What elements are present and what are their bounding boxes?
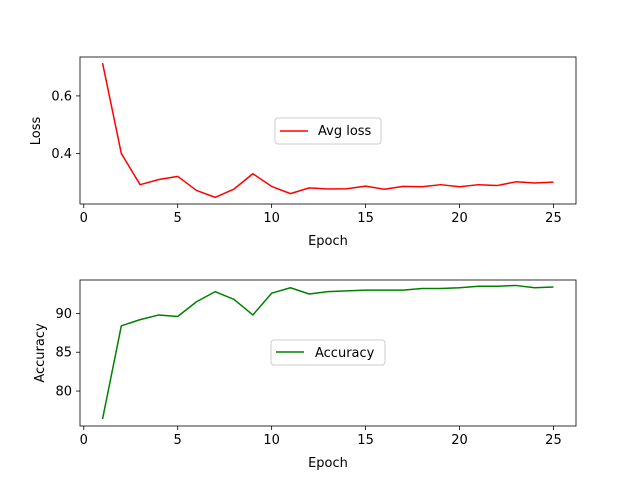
loss-x-tick-label: 10: [263, 211, 280, 226]
accuracy-x-tick-label: 10: [263, 433, 280, 448]
loss-y-tick-label: 0.4: [51, 147, 72, 162]
accuracy-x-tick-label: 15: [357, 433, 374, 448]
loss-y-axis-label: Loss: [29, 117, 44, 146]
accuracy-legend-label: Accuracy: [315, 346, 375, 361]
loss-legend: Avg loss: [275, 118, 381, 144]
accuracy-x-tick-label: 20: [451, 433, 468, 448]
accuracy-x-axis-label: Epoch: [308, 456, 348, 471]
accuracy-x-tick-label: 25: [545, 433, 562, 448]
loss-x-axis-label: Epoch: [308, 234, 348, 249]
loss-x-tick-label: 0: [80, 211, 88, 226]
loss-x-tick-label: 15: [357, 211, 374, 226]
accuracy-y-tick-label: 85: [55, 346, 72, 361]
accuracy-legend: Accuracy: [271, 340, 385, 365]
accuracy-x-tick-label: 5: [174, 433, 182, 448]
accuracy-x-tick-label: 0: [80, 433, 88, 448]
loss-y-tick-label: 0.6: [51, 89, 72, 104]
accuracy-y-axis-label: Accuracy: [33, 323, 48, 383]
loss-x-tick-label: 20: [451, 211, 468, 226]
loss-x-tick-label: 25: [545, 211, 562, 226]
accuracy-y-tick-label: 80: [55, 385, 72, 400]
loss-legend-label: Avg loss: [318, 124, 372, 139]
loss-x-tick-label: 5: [174, 211, 182, 226]
accuracy-y-tick-label: 90: [55, 307, 72, 322]
